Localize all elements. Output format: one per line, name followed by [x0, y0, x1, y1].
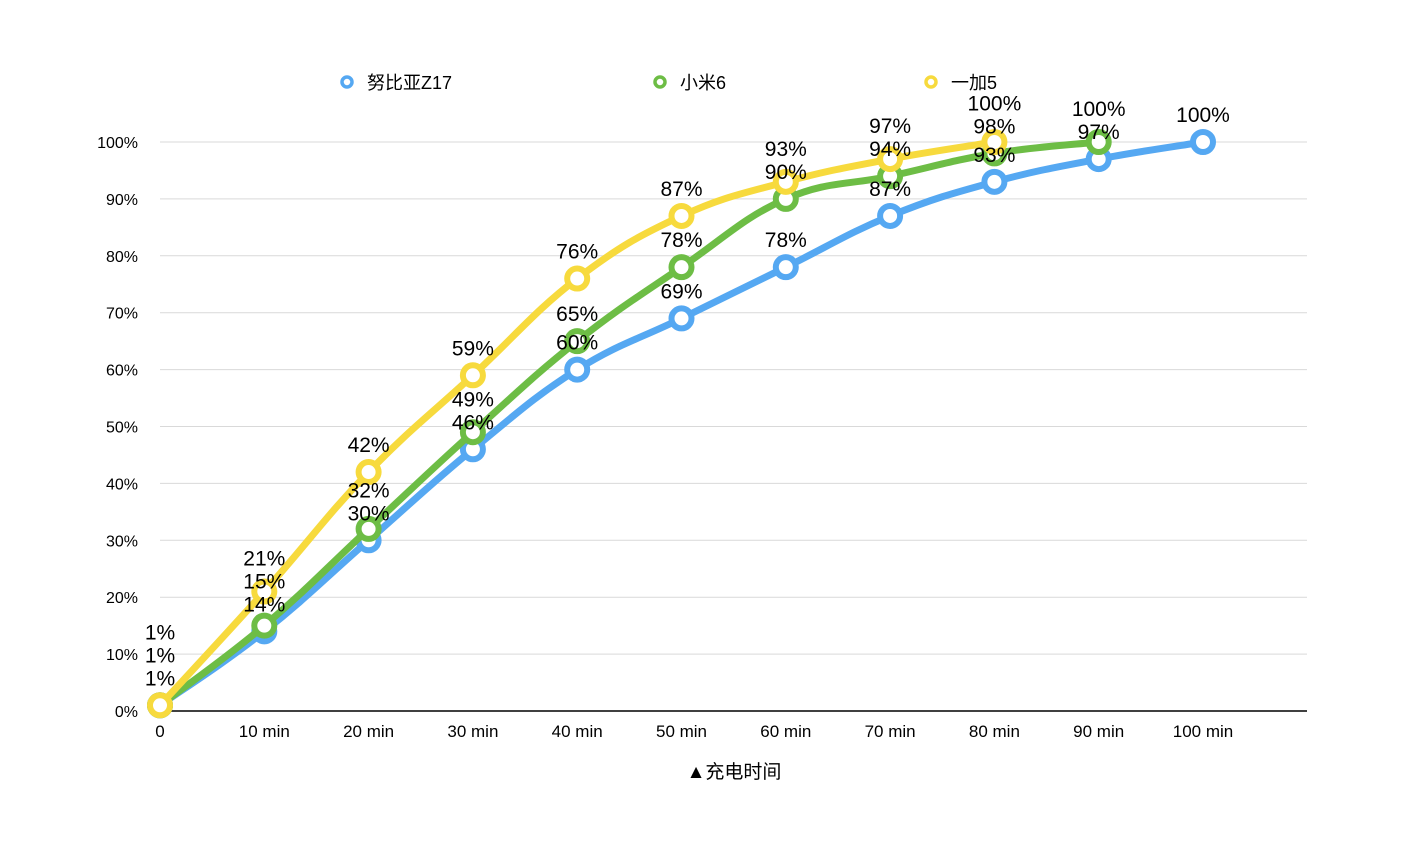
x-tick-label: 60 min	[760, 722, 811, 741]
data-point	[772, 254, 799, 281]
data-point	[564, 356, 591, 383]
x-axis-label: ▲充电时间	[687, 761, 782, 783]
data-point	[564, 265, 591, 292]
x-tick-label: 30 min	[447, 722, 498, 741]
legend-item: 努比亚Z17	[340, 73, 452, 93]
data-point	[147, 692, 173, 719]
data-label: 100%	[1176, 104, 1230, 127]
y-tick-label: 70%	[106, 306, 138, 323]
data-point	[981, 168, 1008, 195]
data-point	[1190, 129, 1216, 155]
legend-label: 一加5	[951, 73, 997, 93]
series-3	[147, 129, 1008, 719]
data-label: 100%	[968, 92, 1022, 115]
data-label: 93%	[973, 144, 1015, 167]
data-labels: 1%1%1%14%15%21%30%32%42%46%49%59% 60%65%7…	[145, 92, 1230, 690]
data-label: 30%	[348, 502, 390, 525]
data-label: 97%	[1078, 121, 1120, 144]
data-label: 78%	[660, 229, 702, 252]
data-label: 60%	[556, 332, 598, 355]
series-line	[156, 138, 1103, 709]
data-label: 1%	[145, 667, 175, 690]
data-point	[668, 305, 695, 332]
legend-label: 努比亚Z17	[367, 73, 452, 93]
x-tick-label: 50 min	[656, 722, 707, 741]
x-tick-label: 100 min	[1173, 722, 1233, 741]
data-label: 98%	[973, 115, 1015, 138]
data-label: 87%	[660, 178, 702, 201]
series-line	[156, 138, 998, 709]
data-point	[877, 146, 904, 173]
data-point	[355, 459, 382, 486]
data-label: 32%	[348, 479, 390, 502]
y-tick-label: 90%	[106, 192, 138, 209]
y-tick-label: 60%	[106, 363, 138, 380]
data-point	[355, 515, 382, 542]
legend: 努比亚Z17 小米6 一加5	[340, 73, 997, 93]
data-point	[877, 202, 904, 229]
data-label: 76%	[556, 241, 598, 264]
data-label: 65%	[556, 303, 598, 326]
data-label: 90%	[765, 161, 807, 184]
y-axis-ticks: 0% 10% 20% 30% 40% 50% 60% 70% 80% 90% 100%	[97, 135, 138, 721]
y-tick-label: 50%	[106, 420, 138, 437]
legend-label: 小米6	[680, 73, 726, 93]
data-label: 21%	[243, 547, 285, 570]
y-tick-label: 40%	[106, 476, 138, 493]
legend-marker-icon	[924, 75, 938, 89]
data-label: 14%	[243, 593, 285, 616]
data-label: 87%	[869, 178, 911, 201]
y-tick-label: 10%	[106, 647, 138, 664]
x-tick-label: 90 min	[1073, 722, 1124, 741]
series-2	[147, 129, 1112, 719]
data-label: 1%	[145, 644, 175, 667]
x-tick-label: 40 min	[552, 722, 603, 741]
data-label: 59%	[452, 337, 494, 360]
data-point	[459, 362, 486, 389]
data-point	[251, 578, 278, 605]
legend-item: 小米6	[653, 73, 726, 93]
data-point	[981, 129, 1008, 155]
y-tick-label: 100%	[97, 135, 138, 152]
data-label: 46%	[452, 411, 494, 434]
data-label: 42%	[348, 434, 390, 457]
data-label: 93%	[765, 138, 807, 161]
data-label: 94%	[869, 138, 911, 161]
data-point	[564, 328, 591, 355]
legend-item: 一加5	[924, 73, 997, 93]
x-tick-label: 80 min	[969, 722, 1020, 741]
y-tick-label: 0%	[115, 704, 138, 721]
data-label: 97%	[869, 115, 911, 138]
data-label: 100%	[1072, 98, 1126, 121]
data-point	[1085, 129, 1112, 155]
data-label: 15%	[243, 570, 285, 593]
data-point	[459, 419, 486, 446]
x-tick-label: 10 min	[239, 722, 290, 741]
data-point	[772, 168, 799, 195]
data-point	[251, 612, 278, 639]
data-point	[668, 202, 695, 229]
y-tick-label: 80%	[106, 249, 138, 266]
data-label: 1%	[145, 621, 175, 644]
series-lines	[147, 129, 1216, 719]
data-label: 78%	[765, 229, 807, 252]
x-tick-label: 70 min	[865, 722, 916, 741]
legend-marker-icon	[340, 75, 354, 89]
data-label: 49%	[452, 388, 494, 411]
x-axis-ticks: 0 10 min 20 min 30 min 40 min 50 min 60 min 70 …	[155, 722, 1233, 741]
x-tick-label: 0	[155, 722, 164, 741]
legend-marker-icon	[653, 75, 667, 89]
data-label: 69%	[660, 280, 702, 303]
y-tick-label: 20%	[106, 590, 138, 607]
x-tick-label: 20 min	[343, 722, 394, 741]
data-point	[668, 254, 695, 281]
y-tick-label: 30%	[106, 533, 138, 550]
